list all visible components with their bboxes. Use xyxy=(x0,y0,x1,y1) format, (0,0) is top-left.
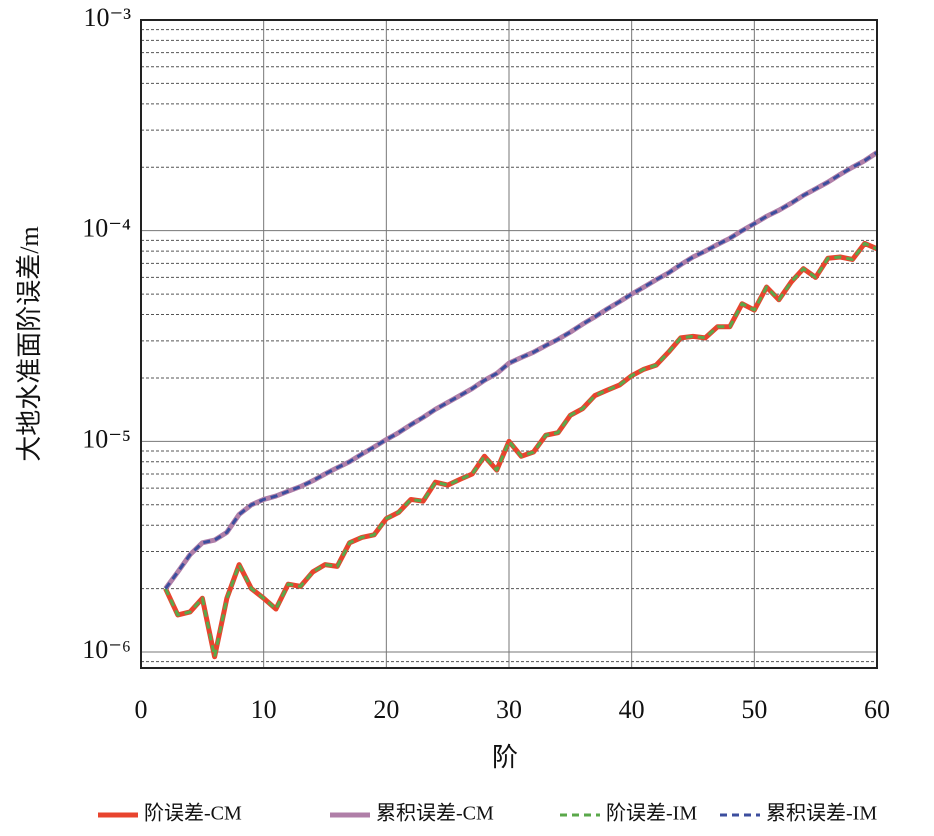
legend-label: 阶误差-IM xyxy=(606,802,697,825)
y-tick-label: 10⁻³ xyxy=(83,3,131,32)
y-tick-label: 10⁻⁵ xyxy=(82,424,131,453)
x-tick-label: 0 xyxy=(135,695,148,724)
line xyxy=(163,150,879,591)
legend-label: 阶误差-CM xyxy=(144,802,242,825)
x-tick-label: 50 xyxy=(741,695,767,724)
line xyxy=(164,151,878,590)
legend-label: 累积误差-IM xyxy=(766,802,877,825)
y-tick-label: 10⁻⁴ xyxy=(82,214,131,243)
x-tick-label: 10 xyxy=(251,695,277,724)
line xyxy=(164,241,878,659)
x-tick-label: 20 xyxy=(373,695,399,724)
x-tick-label: 30 xyxy=(496,695,522,724)
x-tick-label: 60 xyxy=(864,695,890,724)
x-axis-label: 阶 xyxy=(492,743,518,772)
legend-label: 累积误差-CM xyxy=(376,802,494,825)
y-axis-label: 大地水准面阶误差/m xyxy=(15,226,44,461)
line xyxy=(163,240,879,660)
y-tick-label: 10⁻⁶ xyxy=(82,635,131,664)
x-tick-label: 40 xyxy=(619,695,645,724)
plot-frame xyxy=(140,19,878,669)
